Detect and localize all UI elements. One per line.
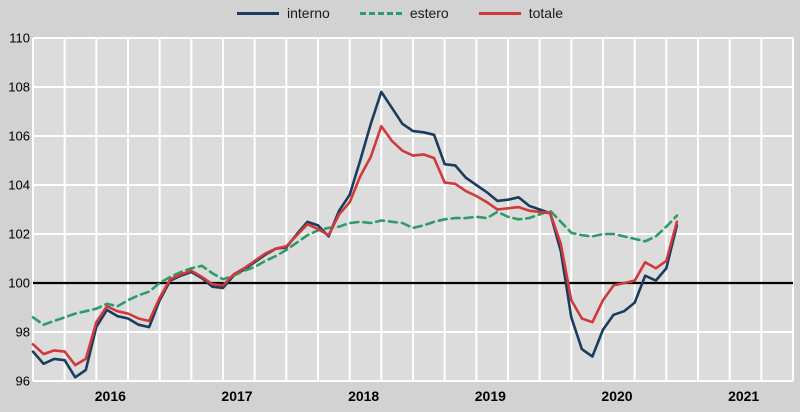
legend-line-swatch-interno: [237, 12, 279, 15]
legend-line-swatch-estero: [359, 12, 402, 15]
legend-item-interno: interno: [237, 6, 330, 21]
y-tick-label: 104: [8, 177, 30, 193]
x-tick-label-2017: 2017: [221, 388, 253, 404]
y-tick-label: 110: [9, 30, 30, 46]
series-line-totale: [31, 124, 679, 367]
y-tick-label: 98: [15, 324, 30, 340]
x-tick-label-2021: 2021: [728, 388, 760, 404]
legend-line-swatch-totale: [478, 12, 521, 15]
x-tick-label-2018: 2018: [348, 388, 380, 404]
x-tick-label-2019: 2019: [474, 388, 506, 404]
x-tick-label-2020: 2020: [601, 388, 633, 404]
chart-legend: interno estero totale: [0, 6, 800, 21]
y-tick-label: 106: [8, 128, 30, 144]
legend-item-estero: estero: [359, 5, 449, 21]
y-tick-label: 102: [8, 226, 30, 242]
y-tick-label: 100: [8, 275, 30, 291]
x-tick-label-2016: 2016: [94, 388, 126, 404]
legend-item-totale: totale: [478, 5, 563, 21]
y-tick-label: 108: [8, 79, 30, 95]
y-tick-label: 96: [15, 373, 30, 389]
legend-label: estero: [409, 5, 449, 21]
series-line-estero: [31, 209, 679, 327]
legend-label: interno: [287, 5, 330, 21]
legend-label: totale: [528, 5, 563, 21]
series-line-interno: [31, 90, 679, 379]
